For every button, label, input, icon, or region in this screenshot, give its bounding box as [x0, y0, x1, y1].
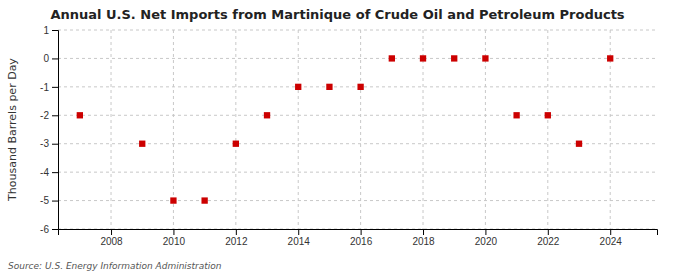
point [513, 112, 519, 118]
y-tick-mark [52, 58, 58, 59]
y-tick: -1 [40, 82, 58, 93]
chart: 2008 2010 2012 2014 2016 2018 2020 2022 2024 -6 -5… [0, 0, 675, 275]
x-grid-line [298, 30, 299, 229]
y-grid-line [58, 200, 657, 201]
x-tick: 2024 [600, 229, 623, 247]
x-tick-mark [236, 229, 237, 235]
points [77, 55, 614, 203]
x-tick-label: 2014 [288, 236, 311, 247]
x-tick: 2016 [350, 229, 373, 247]
y-grid-line [58, 58, 657, 59]
y-tick: 0 [43, 53, 58, 64]
x-tick: 2012 [225, 229, 248, 247]
x-tick-label: 2020 [475, 236, 498, 247]
x-tick-mark [423, 229, 424, 235]
x-tick-mark [298, 229, 299, 235]
y-tick-label: -6 [40, 224, 49, 235]
point [326, 84, 332, 90]
x-tick-label: 2008 [100, 236, 123, 247]
y-tick-label: -2 [40, 110, 49, 121]
x-tick-label: 2018 [412, 236, 435, 247]
point [451, 55, 457, 61]
x-grid-line [547, 30, 548, 229]
x-tick-mark [610, 229, 611, 235]
y-tick-label: -4 [40, 167, 49, 178]
point [139, 141, 145, 147]
point [389, 55, 395, 61]
x-tick: 2022 [537, 229, 560, 247]
point [545, 112, 551, 118]
y-axis-line [52, 31, 59, 230]
annotation: Source: U.S. Energy Information Administ… [8, 261, 222, 271]
y-tick-label: -5 [40, 195, 49, 206]
y-tick: -4 [40, 167, 58, 178]
y-grid-line [58, 30, 657, 31]
x-tick-label: 2022 [537, 236, 560, 247]
x-tick: 2010 [163, 229, 186, 247]
grid [58, 30, 657, 229]
x-tick: 2014 [288, 229, 311, 247]
y-tick-mark [52, 229, 58, 230]
y-tick-label: -1 [40, 82, 49, 93]
y-tick: -3 [40, 138, 58, 149]
point [264, 112, 270, 118]
x-tick: 2008 [100, 229, 123, 247]
point [357, 84, 363, 90]
x-tick-label: 2012 [225, 236, 248, 247]
point [170, 197, 176, 203]
y-tick: -6 [40, 224, 58, 235]
y-grid-line [58, 172, 657, 173]
x-tick-label: 2010 [163, 236, 186, 247]
plot-area: 2008 2010 2012 2014 2016 2018 2020 2022 2024 -6 -5… [40, 25, 657, 247]
y-grid-line [58, 143, 657, 144]
y-axis-label: Thousand Barrels per Day [6, 58, 19, 202]
x-tick-mark [173, 229, 174, 235]
point [420, 55, 426, 61]
x-tick-mark [485, 229, 486, 235]
y-tick: -2 [40, 110, 58, 121]
point [77, 112, 83, 118]
y-tick-mark [52, 144, 58, 145]
point [576, 141, 582, 147]
y-tick: 1 [43, 25, 58, 36]
point [295, 84, 301, 90]
x-tick: 2018 [412, 229, 435, 247]
x-axis-line [59, 230, 658, 236]
y-tick-label: 0 [43, 53, 49, 64]
title: Annual U.S. Net Imports from Martinique … [50, 7, 624, 22]
x-tick-label: 2016 [350, 236, 373, 247]
y-tick-label: -3 [40, 138, 49, 149]
point [201, 197, 207, 203]
point [233, 141, 239, 147]
y-tick-mark [52, 201, 58, 202]
x-tick: 2020 [475, 229, 498, 247]
x-grid-line [235, 30, 236, 229]
x-tick-label: 2024 [600, 236, 623, 247]
point [607, 55, 613, 61]
y-tick-mark [52, 30, 58, 31]
point [482, 55, 488, 61]
y-tick-mark [52, 172, 58, 173]
x-tick-mark [111, 229, 112, 235]
x-grid-line [360, 30, 361, 229]
x-tick-mark [361, 229, 362, 235]
y-tick-label: 1 [43, 25, 49, 36]
y-tick-mark [52, 87, 58, 88]
y-tick-mark [52, 115, 58, 116]
x-grid-line [111, 30, 112, 229]
y-axis: -6 -5 -4 -3 -2 -1 0 1 [40, 25, 58, 235]
x-axis: 2008 2010 2012 2014 2016 2018 2020 2022 2024 [59, 229, 658, 247]
x-tick-mark [548, 229, 549, 235]
y-grid-line [58, 115, 657, 116]
y-tick: -5 [40, 195, 58, 206]
